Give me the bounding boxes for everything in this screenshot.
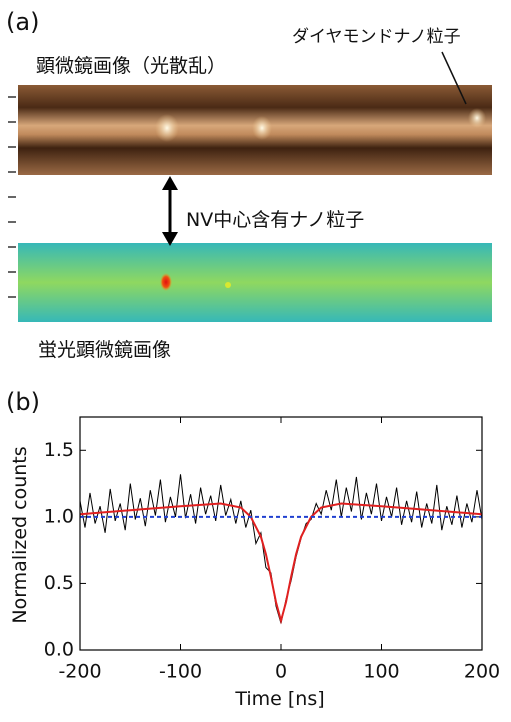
y-tick-label: 0.0 <box>44 639 74 661</box>
x-tick-label: -200 <box>58 661 101 683</box>
annotation: NV中心含有ナノ粒子 <box>186 209 364 231</box>
x-tick-label: 200 <box>464 661 500 683</box>
caption: 顕微鏡画像（光散乱） <box>36 55 226 77</box>
fluorescence-image <box>18 243 492 322</box>
plot-frame <box>79 416 483 651</box>
arrow-head <box>162 232 178 246</box>
particle <box>252 116 272 140</box>
caption: 蛍光顕微鏡画像 <box>38 339 171 361</box>
panel-b: (b) Time [ns] Normalized counts 0.0 0.5 1.… <box>6 388 500 710</box>
series-line <box>79 502 483 625</box>
panel-label: (a) <box>6 8 39 36</box>
x-axis-label: Time [ns] <box>234 688 324 710</box>
panel-a: (a) 顕微鏡画像（光散乱） ダイヤモンドナノ粒子 NV中心含有ナノ粒子 蛍光顕… <box>6 8 492 361</box>
x-tick-label: -100 <box>159 661 202 683</box>
particle <box>155 114 179 142</box>
y-tick-label: 1.0 <box>44 505 74 527</box>
x-tick-label: 100 <box>363 661 399 683</box>
series-line <box>79 474 483 624</box>
y-tick-label: 0.5 <box>44 572 74 594</box>
annotation: ダイヤモンドナノ粒子 <box>292 27 461 47</box>
y-axis-label: Normalized counts <box>9 446 31 623</box>
nv-spot <box>160 273 172 291</box>
image-ticks <box>8 96 16 298</box>
x-tick-label: 0 <box>275 661 287 683</box>
spot <box>225 282 231 288</box>
panel-label: (b) <box>6 388 40 416</box>
y-tick-label: 1.5 <box>44 439 74 461</box>
particle <box>468 108 486 128</box>
leader-line <box>441 51 467 105</box>
arrow-head <box>162 176 178 190</box>
